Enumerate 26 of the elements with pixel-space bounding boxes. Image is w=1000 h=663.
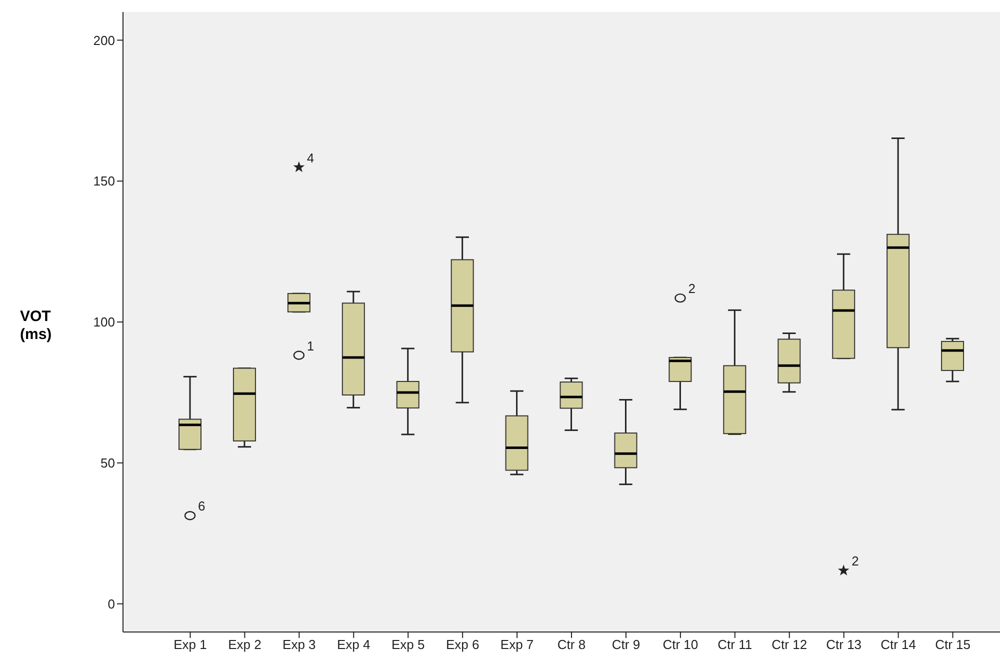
x-tick-label: Ctr 12 (772, 637, 808, 652)
x-tick-label: Exp 3 (282, 637, 316, 652)
x-tick-label: Exp 4 (337, 637, 370, 652)
x-tick-label: Ctr 10 (662, 637, 698, 652)
x-tick-label: Ctr 8 (557, 637, 586, 652)
annotation: 6 (198, 498, 206, 514)
y-tick-label: 200 (93, 32, 115, 48)
annotation: 2 (688, 281, 696, 296)
y-axis-title: VOT (ms) (20, 308, 53, 344)
x-tick-label: Exp 6 (446, 637, 480, 652)
annotation: 1 (306, 338, 314, 354)
y-tick-label: 0 (108, 596, 115, 612)
x-tick-label: Ctr 9 (612, 637, 640, 652)
x-tick-label: Exp 1 (174, 637, 207, 652)
x-tick-label: Ctr 11 (718, 637, 752, 652)
x-tick-label: Ctr 13 (826, 637, 862, 652)
y-tick-label: 150 (93, 174, 115, 189)
x-tick-label: Exp 2 (228, 637, 262, 652)
y-tick-label: 50 (100, 456, 115, 471)
x-tick-label: Exp 7 (500, 637, 534, 652)
x-tick-label: Ctr 15 (935, 637, 970, 652)
x-tick-label: Ctr 14 (880, 637, 916, 652)
annotation: 2 (852, 554, 859, 569)
x-tick-label: Exp 5 (391, 637, 425, 652)
annotation: 4 (306, 150, 314, 166)
y-tick-label: 100 (93, 314, 115, 330)
